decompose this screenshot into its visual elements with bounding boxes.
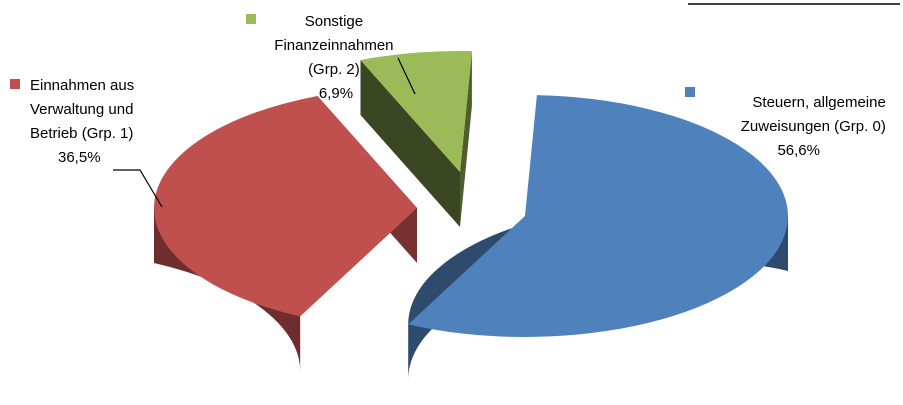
label-sonstige-line-3: (Grp. 2) (308, 61, 360, 78)
label-verwaltung-line-2: Verwaltung und (30, 101, 133, 118)
slice-sonstige-cut-left (360, 60, 460, 227)
slice-sonstige-cut-right (460, 51, 472, 227)
legend-key-sonstige (246, 14, 256, 24)
slice-sonstige-top (360, 50, 472, 172)
slice-group-sonstige (360, 50, 472, 227)
label-sonstige: Sonstige Finanzeinnahmen (Grp. 2) 6,9% (274, 13, 397, 102)
slice-verwaltung-top (154, 96, 417, 317)
legend-key-verwaltung (10, 79, 20, 89)
label-steuern: Steuern, allgemeine Zuweisungen (Grp. 0)… (741, 94, 890, 159)
label-verwaltung-line-3: Betrieb (Grp. 1) (30, 125, 133, 142)
legend-key-steuern (685, 87, 695, 97)
label-steuern-line-1: Steuern, allgemeine (752, 94, 885, 111)
label-sonstige-line-2: Finanzeinnahmen (274, 37, 393, 54)
leader-line-sonstige (397, 57, 416, 95)
label-verwaltung: Einnahmen aus Verwaltung und Betrieb (Gr… (30, 77, 138, 166)
label-sonstige-value: 6,9% (319, 85, 353, 102)
label-steuern-value: 56,6% (777, 142, 820, 159)
label-verwaltung-value: 36,5% (58, 149, 101, 166)
label-sonstige-line-1: Sonstige (305, 13, 363, 30)
leader-line-verwaltung (113, 169, 163, 208)
label-verwaltung-line-1: Einnahmen aus (30, 77, 134, 94)
slice-group-verwaltung (154, 96, 417, 372)
slice-group-steuern (408, 95, 788, 380)
slice-steuern-top (408, 95, 788, 337)
label-steuern-line-2: Zuweisungen (Grp. 0) (741, 118, 886, 135)
